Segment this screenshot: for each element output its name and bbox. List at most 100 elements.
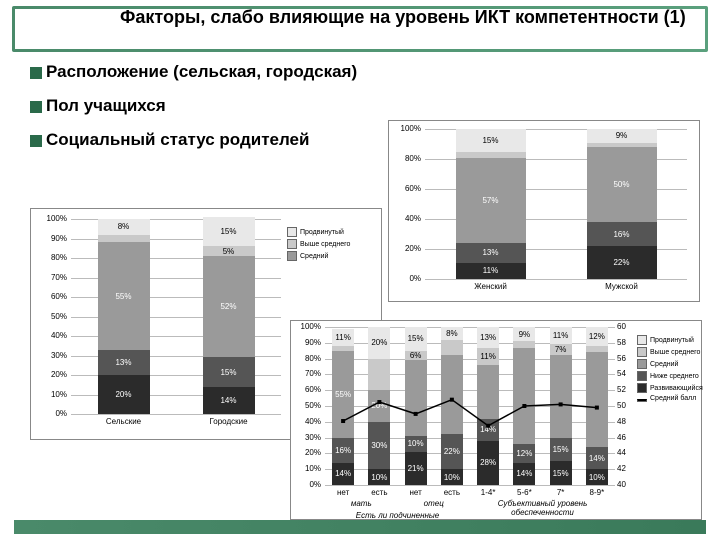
bar-segment-adv: 9%	[587, 129, 657, 143]
y-tick-label: 20%	[389, 244, 421, 253]
bar-segment-devel: 14%	[332, 463, 354, 485]
category-label: Сельские	[71, 417, 176, 426]
bar-segment-below: 15%	[550, 438, 572, 462]
bar-segment-below: 14%	[586, 447, 608, 469]
bar-segment-above: 7%	[550, 344, 572, 355]
bullet-1-text: Расположение (сельская, городская)	[46, 62, 357, 81]
category-label: есть	[434, 488, 470, 497]
legend-item: Средний	[287, 251, 350, 261]
y-tick-label: 100%	[389, 124, 421, 133]
bar-segment-adv: 12%	[586, 327, 608, 346]
y2-tick-label: 56	[617, 354, 635, 363]
bar-segment-mid	[405, 360, 427, 436]
bar-segment-mid: 57%	[456, 158, 526, 244]
legend-item: Средний	[637, 359, 703, 369]
bar-segment-mid	[441, 355, 463, 434]
bar-segment-below: 13%	[456, 243, 526, 263]
y-tick-label: 70%	[291, 369, 321, 378]
y2-tick-label: 50	[617, 401, 635, 410]
legend-label: Выше среднего	[650, 349, 700, 356]
bar-segment-below: 13%	[98, 350, 150, 375]
legend-label: Развивающийся	[650, 385, 703, 392]
legend-item: Средний балл	[637, 395, 703, 402]
y-tick-label: 60%	[389, 184, 421, 193]
bar-segment-above	[332, 346, 354, 351]
bar-segment-below: 16%	[332, 438, 354, 463]
bar-segment-below: 14%	[477, 419, 499, 441]
legend-label: Средний	[650, 361, 678, 368]
bar-segment-adv: 11%	[332, 329, 354, 346]
legend-label: Средний балл	[650, 395, 696, 402]
bar-segment-above	[441, 340, 463, 356]
y-tick-label: 40%	[291, 417, 321, 426]
y-tick-label: 10%	[291, 464, 321, 473]
bullet-3: Социальный статус родителей	[30, 130, 357, 150]
y-tick-label: 80%	[291, 354, 321, 363]
bar-segment-above	[587, 143, 657, 148]
y-tick-label: 40%	[389, 214, 421, 223]
bar-segment-devel: 10%	[368, 469, 390, 485]
bar-segment-adv: 20%	[368, 327, 390, 359]
y2-tick-label: 52	[617, 385, 635, 394]
bullet-2: Пол учащихся	[30, 96, 357, 116]
bar-segment-above	[368, 359, 390, 391]
y-tick-label: 0%	[31, 409, 67, 418]
bar-segment-adv: 8%	[441, 327, 463, 340]
chart-parents-status: 0%10%20%30%40%50%60%70%80%90%100%4042444…	[290, 320, 702, 520]
bar-segment-devel: 22%	[587, 246, 657, 279]
bar-segment-above: 6%	[405, 351, 427, 360]
legend-swatch	[637, 383, 647, 393]
bar-segment-mid	[586, 352, 608, 447]
bar-segment-above: 5%	[203, 246, 255, 256]
legend-label: Продвинутый	[300, 229, 344, 236]
bar-segment-mid: 52%	[203, 256, 255, 357]
bar-segment-adv: 8%	[98, 219, 150, 235]
legend-label: Средний	[300, 253, 328, 260]
legend-item: Ниже среднего	[637, 371, 703, 381]
category-label: 5-6*	[506, 488, 542, 497]
legend-item: Выше среднего	[637, 347, 703, 357]
y2-tick-label: 58	[617, 338, 635, 347]
y-tick-label: 100%	[291, 322, 321, 331]
y2-tick-label: 42	[617, 464, 635, 473]
bar-segment-devel: 20%	[98, 375, 150, 414]
y-tick-label: 30%	[291, 433, 321, 442]
y-tick-label: 0%	[291, 480, 321, 489]
bullet-list: Расположение (сельская, городская) Пол у…	[30, 62, 357, 164]
bar-segment-adv: 9%	[513, 327, 535, 341]
bar-segment-devel: 21%	[405, 452, 427, 485]
chart-gender: 0%20%40%60%80%100%11%13%57%15%Женский22%…	[388, 120, 700, 302]
y2-tick-label: 44	[617, 448, 635, 457]
y-tick-label: 20%	[31, 370, 67, 379]
super-label: Есть ли подчиненные	[325, 511, 470, 520]
legend-swatch	[637, 399, 647, 402]
category-label: 8-9*	[579, 488, 615, 497]
footer-stripe	[14, 520, 706, 534]
bar-segment-mid	[550, 355, 572, 437]
legend-label: Продвинутый	[650, 337, 694, 344]
y-tick-label: 30%	[31, 351, 67, 360]
bar-segment-mid: 55%	[98, 242, 150, 349]
legend: ПродвинутыйВыше среднегоСредний	[287, 227, 350, 263]
gridline	[425, 279, 687, 280]
bar-segment-adv: 11%	[550, 327, 572, 344]
y-tick-label: 90%	[31, 234, 67, 243]
bar-segment-adv: 15%	[405, 327, 427, 351]
bar-segment-devel: 10%	[441, 469, 463, 485]
bar-segment-above: 11%	[477, 348, 499, 365]
y-tick-label: 80%	[31, 253, 67, 262]
y2-tick-label: 46	[617, 433, 635, 442]
bar-segment-devel: 28%	[477, 441, 499, 485]
category-label: нет	[398, 488, 434, 497]
legend-swatch	[637, 359, 647, 369]
bar-segment-devel: 11%	[456, 263, 526, 280]
legend: Продвинутый Выше среднего Средний Ниже сред…	[637, 335, 703, 404]
legend-item: Продвинутый	[637, 335, 703, 345]
bar-segment-mid: 50%	[587, 147, 657, 222]
category-label: Мужской	[556, 282, 687, 291]
legend-swatch	[637, 335, 647, 345]
group-label: мать	[325, 499, 398, 508]
bar-segment-mid	[513, 348, 535, 444]
bar-segment-above	[513, 341, 535, 347]
bar-segment-above	[456, 152, 526, 158]
